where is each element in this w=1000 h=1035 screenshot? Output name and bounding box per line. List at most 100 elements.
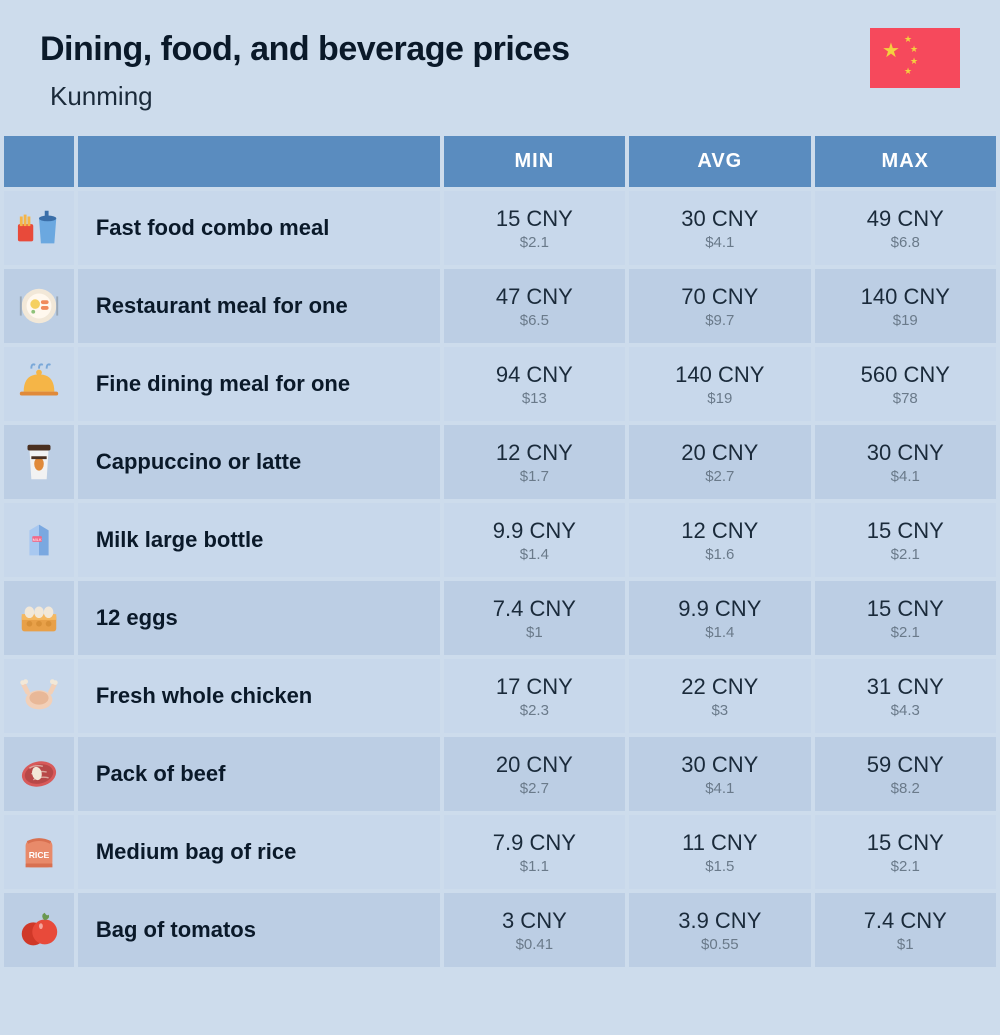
page-title: Dining, food, and beverage prices [40, 30, 960, 69]
svg-text:RICE: RICE [29, 850, 50, 860]
min-cell: 3 CNY$0.41 [444, 893, 625, 967]
item-label: Milk large bottle [78, 503, 440, 577]
table-row: RICEMedium bag of rice7.9 CNY$1.111 CNY$… [4, 815, 996, 889]
coffee-icon [4, 425, 74, 499]
max-usd: $8.2 [825, 780, 986, 797]
avg-cell: 11 CNY $1.5 [629, 815, 810, 889]
avg-cny: 70 CNY [639, 284, 800, 310]
max-usd: $1 [825, 936, 986, 953]
max-cny: 31 CNY [825, 674, 986, 700]
max-cell: 7.4 CNY $1 [815, 893, 996, 967]
max-usd: $2.1 [825, 858, 986, 875]
min-cny: 20 CNY [454, 752, 615, 778]
plate-icon [4, 269, 74, 343]
item-label: Fresh whole chicken [78, 659, 440, 733]
eggs-icon [4, 581, 74, 655]
min-usd: $2.1 [454, 234, 615, 251]
avg-usd: $9.7 [639, 312, 800, 329]
max-usd: $4.3 [825, 702, 986, 719]
header: Dining, food, and beverage prices Kunmin… [0, 0, 1000, 132]
min-cny: 15 CNY [454, 206, 615, 232]
max-cny: 7.4 CNY [825, 908, 986, 934]
avg-cell: 20 CNY$2.7 [629, 425, 810, 499]
max-cell: 560 CNY $78 [815, 347, 996, 421]
table-row: 12 eggs7.4 CNY$19.9 CNY$1.415 CNY$2.1 [4, 581, 996, 655]
item-label: Fine dining meal for one [78, 347, 440, 421]
header-min: MIN [444, 136, 625, 187]
table-row: Fast food combo meal15 CNY$2.130 CNY$4.1… [4, 191, 996, 265]
fastfood-icon [4, 191, 74, 265]
avg-usd: $1.5 [639, 858, 800, 875]
max-cny: 30 CNY [825, 440, 986, 466]
min-usd: $2.7 [454, 780, 615, 797]
avg-cell: 70 CNY $9.7 [629, 269, 810, 343]
avg-usd: $19 [639, 390, 800, 407]
min-cny: 12 CNY [454, 440, 615, 466]
avg-cny: 3.9 CNY [639, 908, 800, 934]
max-cny: 15 CNY [825, 518, 986, 544]
avg-cny: 12 CNY [639, 518, 800, 544]
avg-cell: 3.9 CNY $0.55 [629, 893, 810, 967]
max-usd: $4.1 [825, 468, 986, 485]
min-cell: 12 CNY $1.7 [444, 425, 625, 499]
min-usd: $1.7 [454, 468, 615, 485]
header-max: MAX [815, 136, 996, 187]
avg-usd: $3 [639, 702, 800, 719]
avg-cell: 30 CNY$4.1 [629, 191, 810, 265]
min-cell: 94 CNY $13 [444, 347, 625, 421]
max-cny: 59 CNY [825, 752, 986, 778]
max-cny: 560 CNY [825, 362, 986, 388]
min-usd: $2.3 [454, 702, 615, 719]
avg-cny: 20 CNY [639, 440, 800, 466]
item-label: Bag of tomatos [78, 893, 440, 967]
table-row: Bag of tomatos3 CNY$0.41 3.9 CNY $0.55 7.4 … [4, 893, 996, 967]
table-header-row: MIN AVG MAX [4, 136, 996, 187]
item-label: Restaurant meal for one [78, 269, 440, 343]
min-cny: 7.4 CNY [454, 596, 615, 622]
min-cny: 17 CNY [454, 674, 615, 700]
avg-cny: 9.9 CNY [639, 596, 800, 622]
avg-cell: 30 CNY$4.1 [629, 737, 810, 811]
svg-text:MILK: MILK [33, 538, 42, 542]
min-cell: 15 CNY $2.1 [444, 191, 625, 265]
header-label-col [78, 136, 440, 187]
min-usd: $1.1 [454, 858, 615, 875]
header-icon-col [4, 136, 74, 187]
max-cny: 49 CNY [825, 206, 986, 232]
item-label: Cappuccino or latte [78, 425, 440, 499]
max-cell: 49 CNY$6.8 [815, 191, 996, 265]
tomato-icon [4, 893, 74, 967]
min-usd: $6.5 [454, 312, 615, 329]
table-row: Restaurant meal for one47 CNY$6.5 70 CNY $… [4, 269, 996, 343]
table-row: Fresh whole chicken17 CNY$2.322 CNY$331 … [4, 659, 996, 733]
table-row: Cappuccino or latte 12 CNY $1.7 20 CNY$2.7 3… [4, 425, 996, 499]
table-row: Pack of beef20 CNY$2.730 CNY$4.159 CNY$8… [4, 737, 996, 811]
min-cny: 7.9 CNY [454, 830, 615, 856]
header-avg: AVG [629, 136, 810, 187]
chicken-icon [4, 659, 74, 733]
max-cell: 15 CNY$2.1 [815, 581, 996, 655]
avg-cell: 22 CNY$3 [629, 659, 810, 733]
avg-usd: $1.4 [639, 624, 800, 641]
table-row: MILKMilk large bottle9.9 CNY$1.412 CNY$1… [4, 503, 996, 577]
avg-cny: 11 CNY [639, 830, 800, 856]
beef-icon [4, 737, 74, 811]
max-usd: $2.1 [825, 624, 986, 641]
max-cell: 31 CNY $4.3 [815, 659, 996, 733]
min-cell: 17 CNY $2.3 [444, 659, 625, 733]
avg-usd: $4.1 [639, 234, 800, 251]
avg-cell: 12 CNY $1.6 [629, 503, 810, 577]
avg-usd: $0.55 [639, 936, 800, 953]
min-cny: 94 CNY [454, 362, 615, 388]
min-usd: $13 [454, 390, 615, 407]
avg-cny: 140 CNY [639, 362, 800, 388]
cloche-icon [4, 347, 74, 421]
avg-cell: 9.9 CNY $1.4 [629, 581, 810, 655]
rice-icon: RICE [4, 815, 74, 889]
max-usd: $78 [825, 390, 986, 407]
max-cell: 15 CNY$2.1 [815, 503, 996, 577]
min-cell: 7.9 CNY $1.1 [444, 815, 625, 889]
avg-usd: $1.6 [639, 546, 800, 563]
min-usd: $1 [454, 624, 615, 641]
min-cell: 47 CNY$6.5 [444, 269, 625, 343]
